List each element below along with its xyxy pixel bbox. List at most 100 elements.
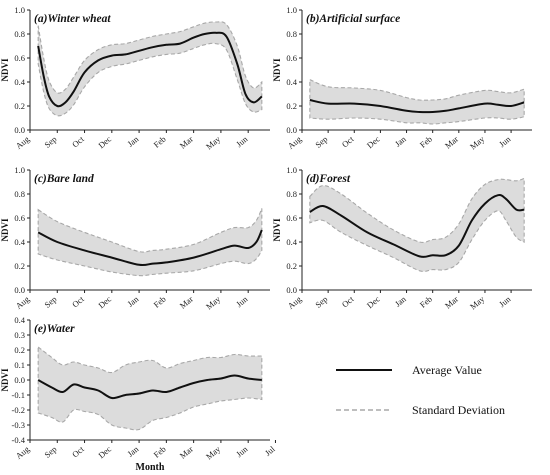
x-tick-label: May — [204, 133, 223, 151]
x-tick-label: May — [468, 293, 487, 311]
y-tick-label: 0.4 — [14, 77, 25, 87]
x-tick-label: Aug — [286, 133, 304, 151]
panel-forest: 0.0 0.2 0.4 0.6 0.8 1.0 Aug Sep Oct Dec Jan Feb Mar M… — [272, 165, 532, 312]
x-tick-label: Feb — [418, 294, 434, 310]
y-tick-label: 0.8 — [14, 29, 25, 39]
y-tick-label: 0.8 — [14, 189, 25, 199]
std-band-1 — [37, 21, 263, 117]
y-axis-label: NDVI — [272, 218, 282, 241]
panel-water: -0.4 -0.3 -0.2 -0.1 0.0 0.1 0.2 0.3 0.4 Aug Sep Oct… — [0, 315, 277, 473]
x-tick-label: Aug — [14, 293, 32, 311]
x-tick-label: Dec — [96, 134, 113, 151]
y-tick-label: 1.0 — [286, 5, 297, 15]
panel-title: (c)Bare land — [34, 173, 94, 185]
mean-line-1 — [37, 374, 262, 400]
x-tick-label: Sep — [42, 444, 58, 460]
x-tick-label: Sep — [313, 134, 329, 150]
panel-title: (d)Forest — [306, 173, 351, 185]
panel-title: (a)Winter wheat — [34, 13, 111, 25]
x-tick-label: Oct — [70, 443, 86, 459]
x-tick-label: Jun — [497, 133, 513, 149]
y-tick-label: 0.6 — [286, 213, 297, 223]
y-tick-label: 0.0 — [14, 375, 25, 385]
panel-artificial-surface: 0.0 0.2 0.4 0.6 0.8 1.0 Aug Sep Oct Dec Jan Feb Mar M… — [272, 5, 532, 152]
mean-line-1 — [37, 229, 263, 267]
x-tick-label: Oct — [70, 133, 86, 149]
y-tick-label: 0.8 — [286, 29, 297, 39]
std-band-1 — [37, 208, 263, 277]
std-band-1 — [37, 345, 263, 431]
y-tick-label: 0.6 — [14, 53, 25, 63]
y-tick-label: 0.4 — [286, 77, 297, 87]
x-tick-label: Jan — [393, 293, 409, 308]
x-tick-label: Feb — [151, 294, 167, 310]
x-tick-label: Sep — [313, 294, 329, 310]
y-tick-label: 1.0 — [14, 165, 25, 175]
legend-average-label: Average Value — [412, 363, 482, 377]
panel-winter-wheat: 0.0 0.2 0.4 0.6 0.8 1.0 Aug Sep Oct Dec Jan Feb Mar M… — [0, 5, 270, 152]
x-tick-label: Aug — [14, 133, 32, 151]
y-tick-label: 0.0 — [14, 285, 25, 295]
mean-line-1 — [309, 99, 525, 114]
y-tick-label: 0.4 — [14, 315, 25, 325]
y-axis-label: NDVI — [0, 368, 10, 391]
x-tick-label: Mar — [178, 134, 195, 151]
x-tick-label: Jul — [263, 443, 278, 457]
y-tick-label: 0.6 — [286, 53, 297, 63]
y-tick-label: -0.4 — [12, 435, 26, 445]
y-tick-label: 0.6 — [14, 213, 25, 223]
legend: Average Value Standard Deviation — [336, 363, 505, 417]
x-tick-label: Sep — [42, 294, 58, 310]
mean-line-1 — [37, 31, 263, 108]
x-tick-label: May — [204, 293, 223, 311]
panel-title: (b)Artificial surface — [306, 13, 400, 25]
y-tick-label: 0.2 — [286, 101, 297, 111]
x-tick-label: Aug — [14, 443, 32, 461]
y-tick-label: 1.0 — [286, 165, 297, 175]
std-band-1 — [309, 177, 525, 273]
y-tick-label: 0.4 — [14, 237, 25, 247]
x-tick-label: May — [204, 443, 223, 461]
y-tick-label: 0.8 — [286, 189, 297, 199]
y-tick-label: 0.2 — [14, 261, 25, 271]
y-tick-label: -0.2 — [12, 405, 25, 415]
x-tick-label: Mar — [178, 294, 195, 311]
x-tick-label: Jan — [125, 133, 141, 148]
x-tick-label: Dec — [96, 444, 113, 461]
x-tick-label: Jun — [234, 133, 250, 149]
y-axis-label: NDVI — [272, 58, 282, 81]
x-tick-label: Dec — [96, 294, 113, 311]
y-tick-label: 0.4 — [286, 237, 297, 247]
x-tick-label: Feb — [418, 134, 434, 150]
y-tick-label: 0.0 — [14, 125, 25, 135]
std-band-1 — [309, 78, 525, 125]
y-tick-label: 0.1 — [14, 360, 25, 370]
y-axis-label: NDVI — [0, 218, 10, 241]
x-tick-label: Jan — [125, 293, 141, 308]
x-tick-label: Dec — [365, 134, 382, 151]
panel-bare-land: 0.0 0.2 0.4 0.6 0.8 1.0 Aug Sep Oct Dec Jan Feb Mar M… — [0, 165, 270, 312]
y-tick-label: 0.2 — [286, 261, 297, 271]
y-tick-label: 0.2 — [14, 101, 25, 111]
x-tick-label: Feb — [151, 444, 167, 460]
x-tick-label: Mar — [178, 444, 195, 461]
x-tick-label: Aug — [286, 293, 304, 311]
mean-line-1 — [309, 194, 525, 258]
x-tick-label: Feb — [151, 134, 167, 150]
x-tick-label: Oct — [70, 293, 86, 309]
y-axis-label: NDVI — [0, 58, 10, 81]
x-tick-label: Jan — [125, 443, 141, 458]
x-tick-label: Sep — [42, 134, 58, 150]
panel-title: (e)Water — [34, 323, 75, 335]
x-tick-label: May — [468, 133, 487, 151]
x-tick-label: Jun — [234, 293, 250, 309]
x-tick-label: Mar — [443, 294, 460, 311]
y-tick-label: 0.3 — [14, 330, 25, 340]
legend-std-label: Standard Deviation — [412, 403, 505, 417]
x-tick-label: Oct — [340, 293, 356, 309]
x-tick-label: Jun — [234, 443, 250, 459]
y-tick-label: -0.1 — [12, 390, 25, 400]
y-tick-label: 0.0 — [286, 285, 297, 295]
y-tick-label: 1.0 — [14, 5, 25, 15]
